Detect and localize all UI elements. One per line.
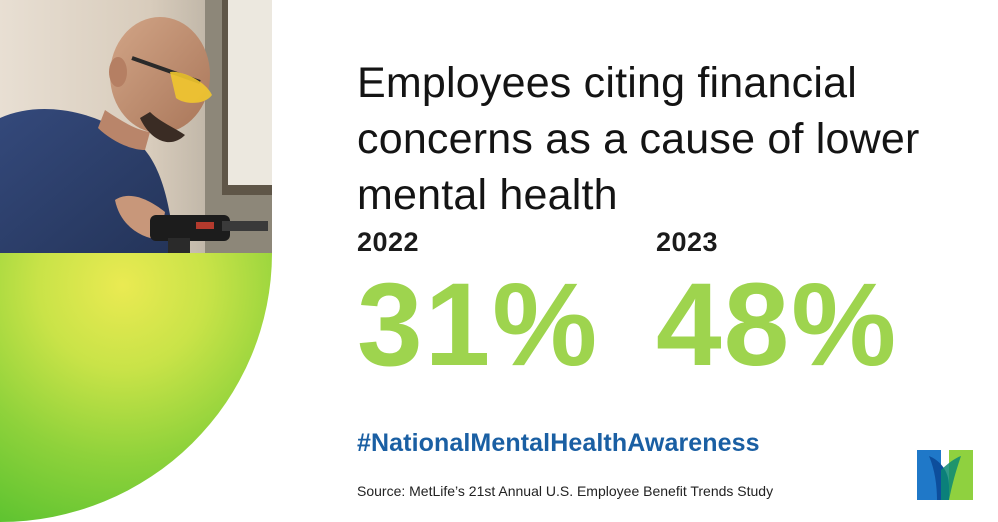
hashtag: #NationalMentalHealthAwareness: [357, 429, 760, 457]
left-artwork-panel: [0, 0, 272, 522]
worker-photo: [0, 0, 272, 253]
source-citation: Source: MetLife’s 21st Annual U.S. Emplo…: [357, 483, 774, 499]
stat-2023: 2023 48%: [656, 226, 926, 386]
content-panel: Employees citing financial concerns as a…: [300, 0, 980, 522]
stat-percentage: 48%: [656, 259, 899, 391]
stat-2022: 2022 31%: [357, 226, 627, 386]
green-gradient-shape: [0, 253, 272, 522]
stat-year: 2022: [357, 227, 420, 257]
metlife-logo: [917, 450, 973, 500]
stat-percentage: 31%: [357, 259, 600, 391]
headline: Employees citing financial concerns as a…: [357, 59, 920, 219]
stat-year: 2023: [656, 227, 719, 257]
